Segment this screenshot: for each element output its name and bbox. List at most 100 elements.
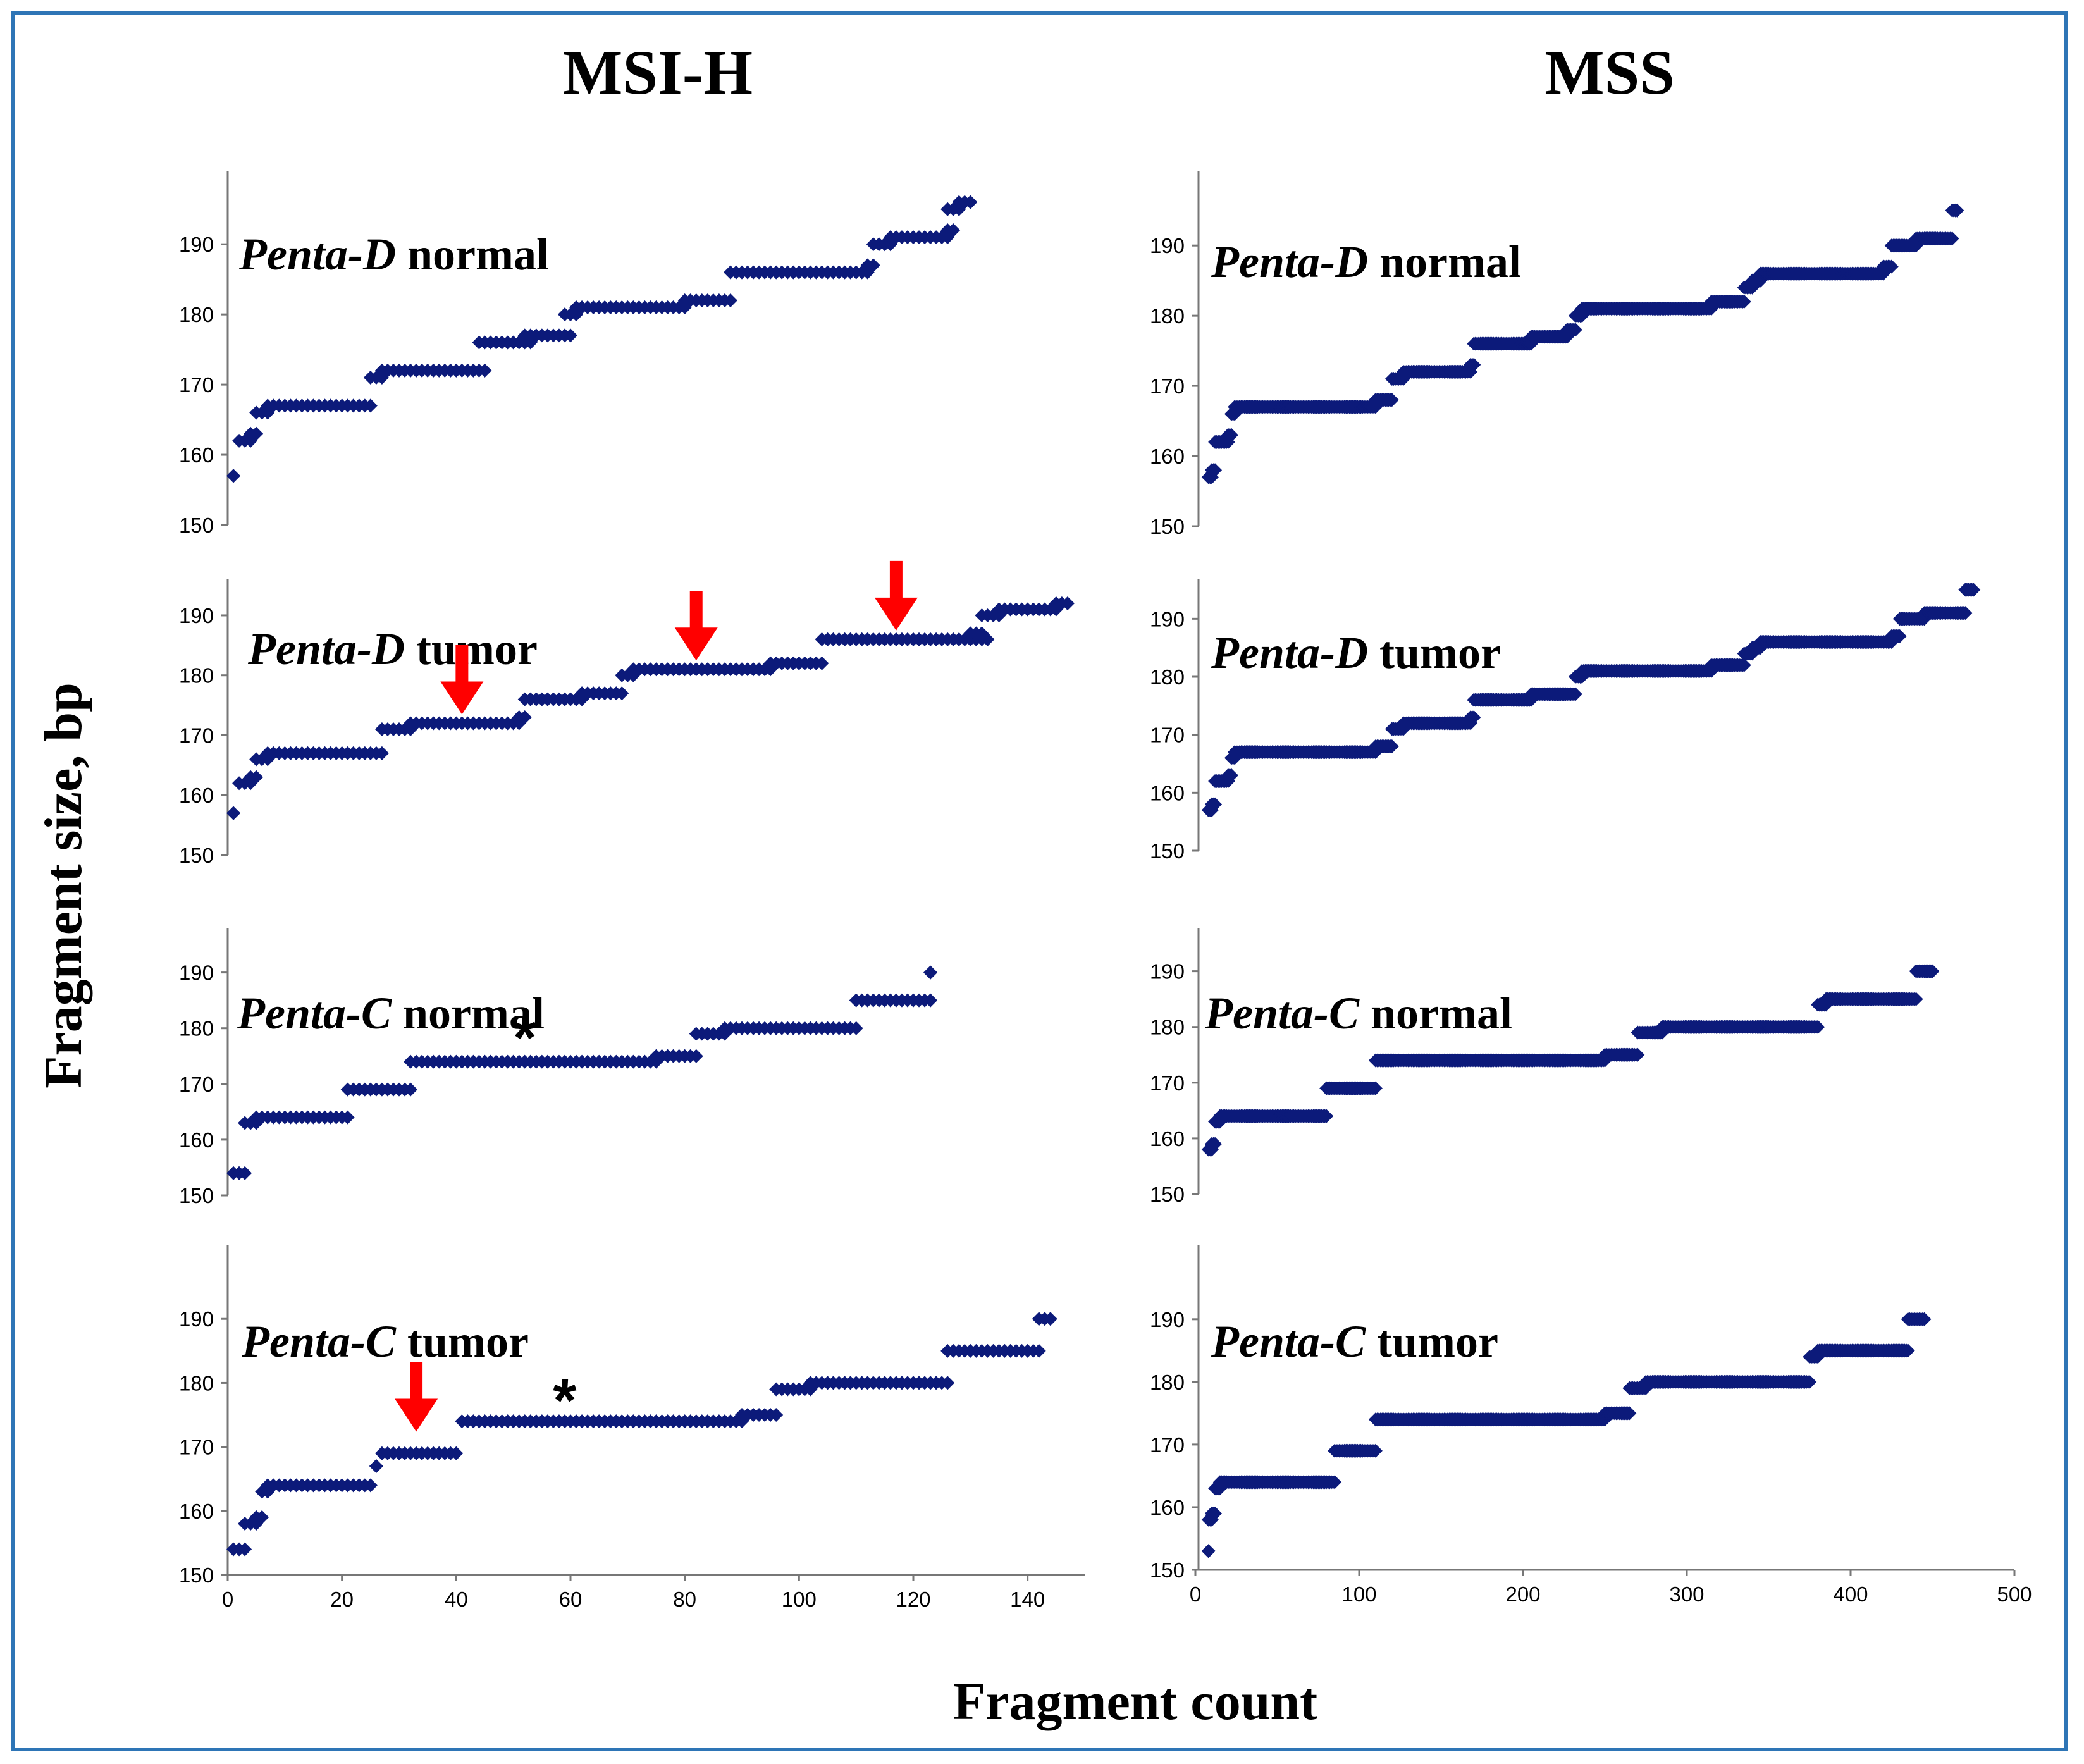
y-tick-label: 190	[179, 233, 214, 256]
y-tick-label: 190	[179, 604, 214, 627]
x-tick-label: 500	[1997, 1582, 2032, 1606]
y-tick-label: 180	[1150, 1371, 1185, 1394]
data-point	[363, 398, 378, 413]
y-tick-label: 180	[1150, 304, 1185, 328]
x-tick-label: 0	[222, 1588, 233, 1611]
data-point	[1803, 1374, 1817, 1389]
panel-title-gene: Penta-D	[247, 624, 405, 674]
y-tick-label: 170	[1150, 724, 1185, 747]
panel-title: Penta-C normal	[1204, 988, 1512, 1039]
panel-penta-c-normal-msi-h: 150 160 170 180 190 Penta-C normal*	[179, 928, 938, 1207]
asterisk-marker: *	[513, 1004, 537, 1071]
panel-penta-d-tumor-mss: 150 160 170 180 190 Penta-D tumor	[1150, 579, 1981, 863]
y-tick-label: 150	[1150, 1183, 1185, 1206]
y-tick-label: 170	[179, 1073, 214, 1096]
y-tick-label: 160	[179, 443, 214, 467]
data-point	[1368, 1081, 1383, 1095]
data-point	[1224, 428, 1238, 442]
y-tick-label: 160	[1150, 1496, 1185, 1519]
y-tick-label: 160	[1150, 1127, 1185, 1150]
data-point	[849, 1021, 863, 1035]
data-point	[723, 293, 737, 307]
data-point	[923, 965, 938, 980]
y-tick-label: 150	[1150, 1558, 1185, 1582]
y-tick-label: 150	[179, 514, 214, 537]
data-point	[1467, 710, 1481, 725]
x-tick-label: 120	[896, 1588, 930, 1611]
red-arrow-marker	[395, 1362, 438, 1432]
y-tick-label: 160	[1150, 445, 1185, 468]
y-tick-label: 190	[1150, 607, 1185, 631]
data-point	[975, 626, 989, 641]
data-point	[1811, 1020, 1825, 1034]
data-point	[255, 1510, 269, 1524]
y-tick-label: 180	[179, 303, 214, 326]
y-tick-label: 190	[179, 961, 214, 985]
data-point	[1043, 1312, 1057, 1326]
data-point	[1568, 323, 1582, 337]
data-point	[689, 1049, 703, 1063]
data-point	[1384, 393, 1399, 407]
data-point	[615, 686, 629, 701]
panel-title: Penta-C tumor	[1211, 1316, 1498, 1367]
y-tick-label: 180	[179, 664, 214, 688]
y-tick-label: 190	[1150, 1308, 1185, 1331]
y-tick-label: 150	[179, 844, 214, 867]
y-tick-label: 180	[179, 1371, 214, 1395]
red-arrow-marker	[874, 560, 918, 631]
y-tick-label: 190	[179, 1307, 214, 1331]
x-tick-label: 40	[445, 1588, 468, 1611]
data-point	[340, 1110, 355, 1125]
data-point	[815, 656, 829, 670]
data-point	[1208, 797, 1223, 811]
panel-title-state: normal	[1359, 988, 1512, 1039]
y-tick-label: 160	[179, 784, 214, 807]
chart-panels: 150 160 170 180 190 Penta-D normal 150 160 170 18…	[179, 171, 2032, 1611]
data-point	[478, 363, 492, 378]
y-axis-title: Fragment size, bp	[34, 682, 93, 1089]
data-point	[517, 710, 532, 725]
panel-penta-c-tumor-mss: 150 160 170 180 190 0 100 200 300 400 500 Penta-C t…	[1150, 1245, 2032, 1606]
y-tick-label: 170	[179, 1436, 214, 1459]
panel-penta-d-tumor-msi-h: 150 160 170 180 190 Penta-D tumor	[179, 560, 1075, 867]
data-point	[226, 469, 241, 483]
y-tick-label: 150	[1150, 515, 1185, 538]
data-point	[1622, 1406, 1637, 1421]
figure-frame	[11, 11, 2068, 1751]
data-point	[1737, 658, 1751, 672]
data-point	[1224, 768, 1238, 782]
y-tick-label: 190	[1150, 960, 1185, 984]
data-point	[1328, 1475, 1342, 1490]
panel-title-state: normal	[392, 988, 545, 1039]
data-point	[1032, 1343, 1046, 1358]
data-point	[1208, 463, 1223, 478]
x-tick-label: 80	[673, 1588, 696, 1611]
data-point	[226, 806, 241, 820]
y-tick-label: 170	[179, 724, 214, 747]
panel-penta-d-normal-msi-h: 150 160 170 180 190 Penta-D normal	[179, 171, 978, 537]
panel-title-gene: Penta-C	[241, 1316, 397, 1367]
panel-penta-c-normal-mss: 150 160 170 180 190 Penta-C normal	[1150, 928, 1940, 1206]
panel-title: Penta-D tumor	[1211, 627, 1501, 678]
y-tick-label: 180	[1150, 1016, 1185, 1039]
data-point	[866, 258, 880, 273]
y-tick-label: 160	[1150, 781, 1185, 805]
data-point	[1737, 294, 1751, 309]
x-tick-label: 140	[1010, 1588, 1045, 1611]
red-arrow-marker	[674, 591, 718, 661]
panel-title-state: tumor	[1366, 1316, 1498, 1367]
data-point	[963, 195, 978, 209]
asterisk-marker: *	[553, 1367, 577, 1434]
panel-title-gene: Penta-D	[238, 229, 396, 280]
panel-title-gene: Penta-D	[1211, 237, 1368, 287]
data-point	[1208, 1137, 1223, 1151]
data-point	[1958, 606, 1973, 620]
panel-title: Penta-C normal	[237, 988, 545, 1039]
y-tick-label: 150	[1150, 839, 1185, 863]
data-point	[1467, 357, 1481, 372]
data-point	[769, 1408, 784, 1422]
data-point	[1631, 1047, 1645, 1062]
data-point	[249, 770, 264, 784]
data-point	[1901, 1343, 1915, 1358]
panel-penta-d-normal-mss: 150 160 170 180 190 Penta-D normal	[1150, 171, 1964, 538]
